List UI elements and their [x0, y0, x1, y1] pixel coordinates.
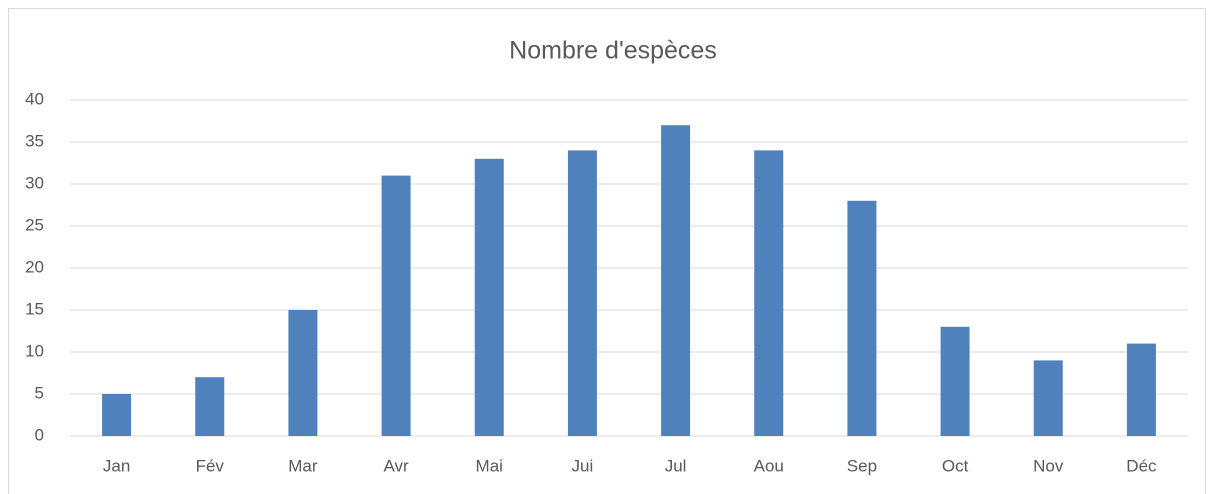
y-tick-label: 40	[25, 89, 44, 108]
y-tick-label: 30	[25, 173, 44, 192]
y-tick-label: 0	[35, 425, 44, 444]
chart-title: Nombre d'espèces	[509, 37, 717, 65]
x-tick-label: Fév	[196, 456, 225, 475]
y-tick-label: 35	[25, 131, 44, 150]
x-tick-label: Nov	[1033, 456, 1064, 475]
y-tick-label: 10	[25, 341, 44, 360]
bar	[661, 125, 691, 436]
x-tick-label: Avr	[383, 456, 409, 475]
bar	[381, 175, 411, 436]
y-tick-label: 20	[25, 257, 44, 276]
bar	[474, 158, 504, 437]
bar	[288, 310, 318, 436]
bar	[102, 394, 132, 436]
x-tick-label: Oct	[942, 456, 969, 475]
bar	[567, 150, 597, 436]
bar	[195, 377, 225, 436]
bar	[754, 150, 784, 436]
x-tick-label: Aou	[754, 456, 784, 475]
x-tick-label: Jui	[572, 456, 594, 475]
bar	[1033, 360, 1063, 436]
bar	[847, 200, 877, 436]
bar	[1126, 343, 1156, 436]
y-tick-label: 15	[25, 299, 44, 318]
x-tick-label: Jul	[665, 456, 687, 475]
y-tick-label: 5	[35, 383, 44, 402]
x-tick-label: Mai	[476, 456, 503, 475]
x-tick-label: Jan	[103, 456, 130, 475]
x-tick-label: Mar	[288, 456, 318, 475]
chart-frame	[8, 8, 1206, 494]
bar	[940, 326, 970, 436]
x-tick-label: Déc	[1126, 456, 1157, 475]
x-tick-label: Sep	[847, 456, 877, 475]
y-tick-label: 25	[25, 215, 44, 234]
